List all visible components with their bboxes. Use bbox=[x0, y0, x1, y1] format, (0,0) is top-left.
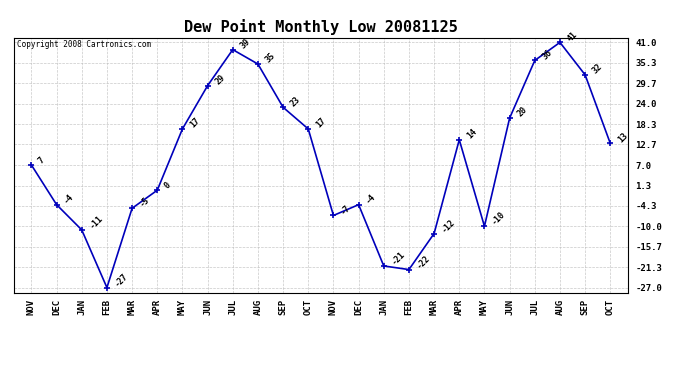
Text: 17: 17 bbox=[188, 116, 201, 129]
Text: -22: -22 bbox=[415, 253, 431, 270]
Text: 14: 14 bbox=[465, 127, 478, 140]
Text: 0: 0 bbox=[163, 181, 172, 191]
Text: -4: -4 bbox=[62, 192, 76, 205]
Text: 29: 29 bbox=[213, 73, 226, 86]
Text: -12: -12 bbox=[440, 217, 457, 234]
Text: 35: 35 bbox=[264, 51, 277, 64]
Text: 39: 39 bbox=[238, 37, 252, 50]
Text: -4: -4 bbox=[364, 192, 377, 205]
Text: 23: 23 bbox=[288, 94, 302, 108]
Text: 13: 13 bbox=[616, 130, 629, 144]
Text: -7: -7 bbox=[339, 202, 353, 216]
Text: -5: -5 bbox=[137, 195, 151, 209]
Text: 7: 7 bbox=[37, 156, 47, 166]
Title: Dew Point Monthly Low 20081125: Dew Point Monthly Low 20081125 bbox=[184, 19, 457, 35]
Text: Copyright 2008 Cartronics.com: Copyright 2008 Cartronics.com bbox=[17, 40, 151, 49]
Text: -11: -11 bbox=[88, 213, 104, 231]
Text: 41: 41 bbox=[566, 30, 579, 43]
Text: -10: -10 bbox=[490, 210, 507, 227]
Text: 17: 17 bbox=[314, 116, 327, 129]
Text: -27: -27 bbox=[112, 271, 130, 288]
Text: 20: 20 bbox=[515, 105, 529, 119]
Text: 36: 36 bbox=[540, 48, 554, 61]
Text: 32: 32 bbox=[591, 62, 604, 75]
Text: -21: -21 bbox=[389, 250, 406, 267]
